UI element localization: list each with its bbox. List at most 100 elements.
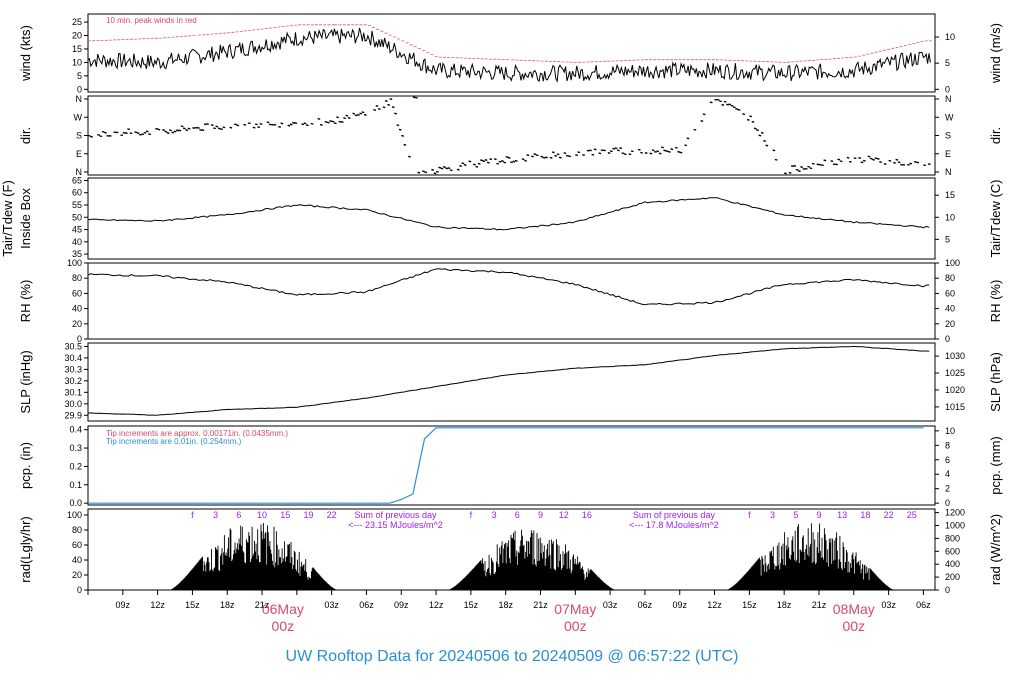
dir-right-tick-label: N: [945, 94, 952, 104]
x-axis-hour-label: 15z: [464, 600, 479, 610]
temp-right-tick-label: 10: [945, 212, 955, 222]
rad-hour-annotation: f: [470, 510, 473, 520]
pcp-series-0: [88, 427, 924, 504]
wind-series-1: [88, 24, 932, 63]
pcp-left-tick-label: 0.1: [69, 480, 82, 490]
wind-left-tick-label: 25: [72, 17, 82, 27]
rad-hour-annotation: 13: [837, 510, 847, 520]
rad-ylabel-right: rad (W/m^2): [988, 514, 1003, 585]
dir-left-tick-label: N: [76, 167, 83, 177]
pcp-ylabel-left: pcp. (in): [18, 442, 33, 489]
x-axis-hour-label: 06z: [638, 600, 653, 610]
rad-right-tick-label: 800: [945, 533, 960, 543]
slp-left-tick-label: 30.0: [64, 399, 82, 409]
x-axis-date-time: 00z: [272, 618, 295, 634]
slp-right-tick-label: 1020: [945, 385, 965, 395]
slp-ylabel-right: SLP (hPa): [988, 352, 1003, 412]
rh-left-tick-label: 20: [72, 319, 82, 329]
temp-left-tick-label: 50: [72, 212, 82, 222]
rad-hour-annotation: 6: [515, 510, 520, 520]
slp-left-tick-label: 30.2: [64, 376, 82, 386]
temp-left-tick-label: 40: [72, 237, 82, 247]
x-axis-hour-label: 18z: [220, 600, 235, 610]
temp-ylabel-left: Tair/Tdew (F): [0, 180, 15, 257]
rad-right-tick-label: 1000: [945, 521, 965, 531]
rad-left-tick-label: 20: [72, 570, 82, 580]
wind-panel-frame: [87, 13, 936, 93]
slp-left-tick-label: 30.4: [64, 353, 82, 363]
dir-left-tick-label: S: [76, 131, 82, 141]
temp-right-tick-label: 5: [945, 234, 950, 244]
rh-panel-frame: [87, 262, 936, 340]
pcp-ylabel-right: pcp. (mm): [988, 436, 1003, 495]
dir-left-tick-label: N: [76, 94, 83, 104]
wind-ylabel-left: wind (kts): [18, 25, 33, 82]
pcp-left-tick-label: 0.0: [69, 498, 82, 508]
rad-hour-annotation: f: [191, 510, 194, 520]
temp-series-0: [87, 197, 930, 231]
rad-hour-annotation: 25: [907, 510, 917, 520]
rh-series-0: [87, 268, 930, 306]
rad-daily-sum-line2: <--- 23.15 MJoules/m^2: [348, 520, 443, 530]
wind-left-tick-label: 15: [72, 44, 82, 54]
dir-left-tick-label: W: [74, 112, 83, 122]
dir-right-tick-label: E: [945, 149, 951, 159]
rad-hour-annotation: 16: [582, 510, 592, 520]
rad-series-0: [169, 523, 894, 590]
x-axis-hour-label: 12z: [150, 600, 165, 610]
slp-right-tick-label: 1025: [945, 368, 965, 378]
x-axis-hour-label: 21z: [812, 600, 827, 610]
rad-hour-annotation: 15: [280, 510, 290, 520]
temp-left-tick-label: 65: [72, 175, 82, 185]
x-axis-hour-label: 15z: [742, 600, 757, 610]
x-axis-hour-label: 12z: [429, 600, 444, 610]
wind-left-tick-label: 20: [72, 31, 82, 41]
wind-left-tick-label: 5: [77, 71, 82, 81]
pcp-left-tick-label: 0.4: [69, 425, 82, 435]
x-axis-hour-label: 18z: [777, 600, 792, 610]
x-axis-hour-label: 06z: [359, 600, 374, 610]
temp-left-tick-label: 35: [72, 249, 82, 259]
rad-hour-annotation: 18: [860, 510, 870, 520]
rh-right-tick-label: 0: [945, 334, 950, 344]
x-axis-date-label: 08May: [833, 601, 875, 617]
slp-right-tick-label: 1030: [945, 351, 965, 361]
pcp-annotation-2: Tip increments are 0.01in. (0.254mm.): [106, 437, 242, 446]
rad-hour-annotation: f: [748, 510, 751, 520]
rad-hour-annotation: 3: [770, 510, 775, 520]
rad-ylabel-left: rad(Lgly/hr): [18, 516, 33, 582]
wind-left-tick-label: 10: [72, 57, 82, 67]
rh-right-tick-label: 40: [945, 304, 955, 314]
rad-right-tick-label: 200: [945, 572, 960, 582]
dir-right-tick-label: S: [945, 131, 951, 141]
x-axis-hour-label: 12z: [707, 600, 722, 610]
temp-ylabel-right: Tair/Tdew (C): [988, 179, 1003, 257]
rad-hour-annotation: 5: [793, 510, 798, 520]
temp-right-tick-label: 15: [945, 190, 955, 200]
wind-right-tick-label: 5: [945, 58, 950, 68]
rh-right-tick-label: 20: [945, 319, 955, 329]
rad-hour-annotation: 22: [327, 510, 337, 520]
pcp-left-tick-label: 0.2: [69, 461, 82, 471]
rad-left-tick-label: 80: [72, 525, 82, 535]
pcp-right-tick-label: 8: [945, 440, 950, 450]
temp-ylabel-left-2: Inside Box: [18, 188, 33, 249]
footer-title: UW Rooftop Data for 20240506 to 20240509…: [285, 648, 739, 665]
rad-hour-annotation: 22: [884, 510, 894, 520]
x-axis-hour-label: 03z: [324, 600, 339, 610]
rh-ylabel-right: RH (%): [988, 280, 1003, 323]
rad-right-tick-label: 400: [945, 559, 960, 569]
rad-left-tick-label: 100: [67, 510, 82, 520]
temp-left-tick-label: 60: [72, 188, 82, 198]
slp-left-tick-label: 30.3: [64, 364, 82, 374]
rad-right-tick-label: 1200: [945, 508, 965, 518]
rh-left-tick-label: 40: [72, 304, 82, 314]
rh-left-tick-label: 80: [72, 273, 82, 283]
temp-left-tick-label: 55: [72, 200, 82, 210]
rad-hour-annotation: 9: [538, 510, 543, 520]
x-axis-hour-label: 03z: [603, 600, 618, 610]
rad-left-tick-label: 60: [72, 540, 82, 550]
rh-right-tick-label: 60: [945, 288, 955, 298]
rh-right-tick-label: 80: [945, 273, 955, 283]
